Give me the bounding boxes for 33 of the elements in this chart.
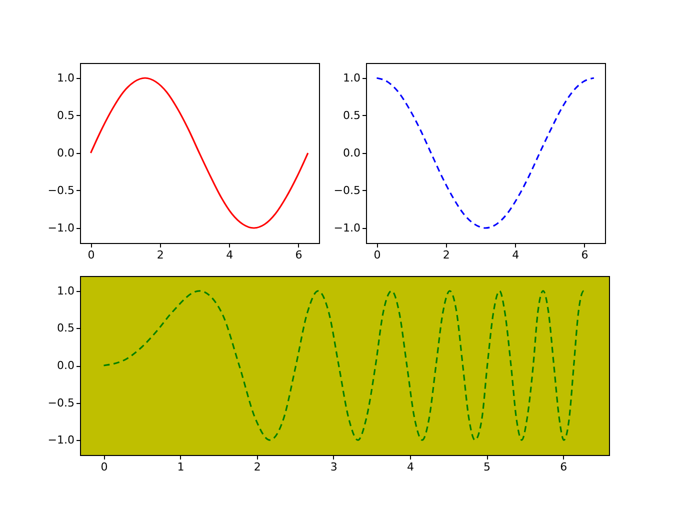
y-tick-label: 0.5 bbox=[343, 109, 360, 122]
y-tick-label: 0.0 bbox=[57, 359, 74, 372]
x-tick-label: 4 bbox=[512, 248, 520, 262]
y-tick-label: 0.0 bbox=[343, 146, 360, 160]
x-tick-label: 0 bbox=[88, 248, 95, 262]
line-series bbox=[102, 290, 586, 441]
x-tick-label: 4 bbox=[226, 248, 234, 262]
x-tick-label: 0 bbox=[374, 248, 381, 262]
line-series bbox=[376, 77, 595, 229]
x-tick-label: 0 bbox=[100, 460, 108, 474]
y-tick-label: −1.0 bbox=[334, 222, 360, 234]
y-tick-label: −0.5 bbox=[48, 396, 74, 410]
y-tick-label: −1.0 bbox=[48, 434, 74, 447]
x-tick-label: 6 bbox=[295, 248, 302, 262]
x-tick-label: 3 bbox=[330, 460, 338, 474]
x-tick-label: 2 bbox=[442, 248, 450, 262]
x-tick-label: 5 bbox=[484, 460, 491, 474]
line-series bbox=[90, 77, 309, 229]
y-tick-label: 1.0 bbox=[57, 72, 74, 84]
y-tick-label: −0.5 bbox=[48, 184, 74, 197]
x-tick-label: 2 bbox=[254, 460, 261, 474]
x-tick-label: 6 bbox=[560, 460, 568, 474]
y-tick-label: −0.5 bbox=[334, 184, 360, 197]
y-tick-label: 1.0 bbox=[343, 72, 360, 84]
x-tick-label: 6 bbox=[581, 248, 588, 262]
y-tick-label: 0.5 bbox=[57, 109, 74, 122]
y-tick-label: 0.0 bbox=[57, 146, 74, 160]
y-tick-label: 0.5 bbox=[57, 322, 74, 335]
y-tick-label: −1.0 bbox=[48, 222, 74, 234]
x-tick-label: 4 bbox=[406, 460, 414, 474]
x-tick-label: 2 bbox=[156, 248, 164, 262]
x-tick-label: 1 bbox=[177, 460, 184, 474]
y-tick-label: 1.0 bbox=[57, 284, 74, 298]
